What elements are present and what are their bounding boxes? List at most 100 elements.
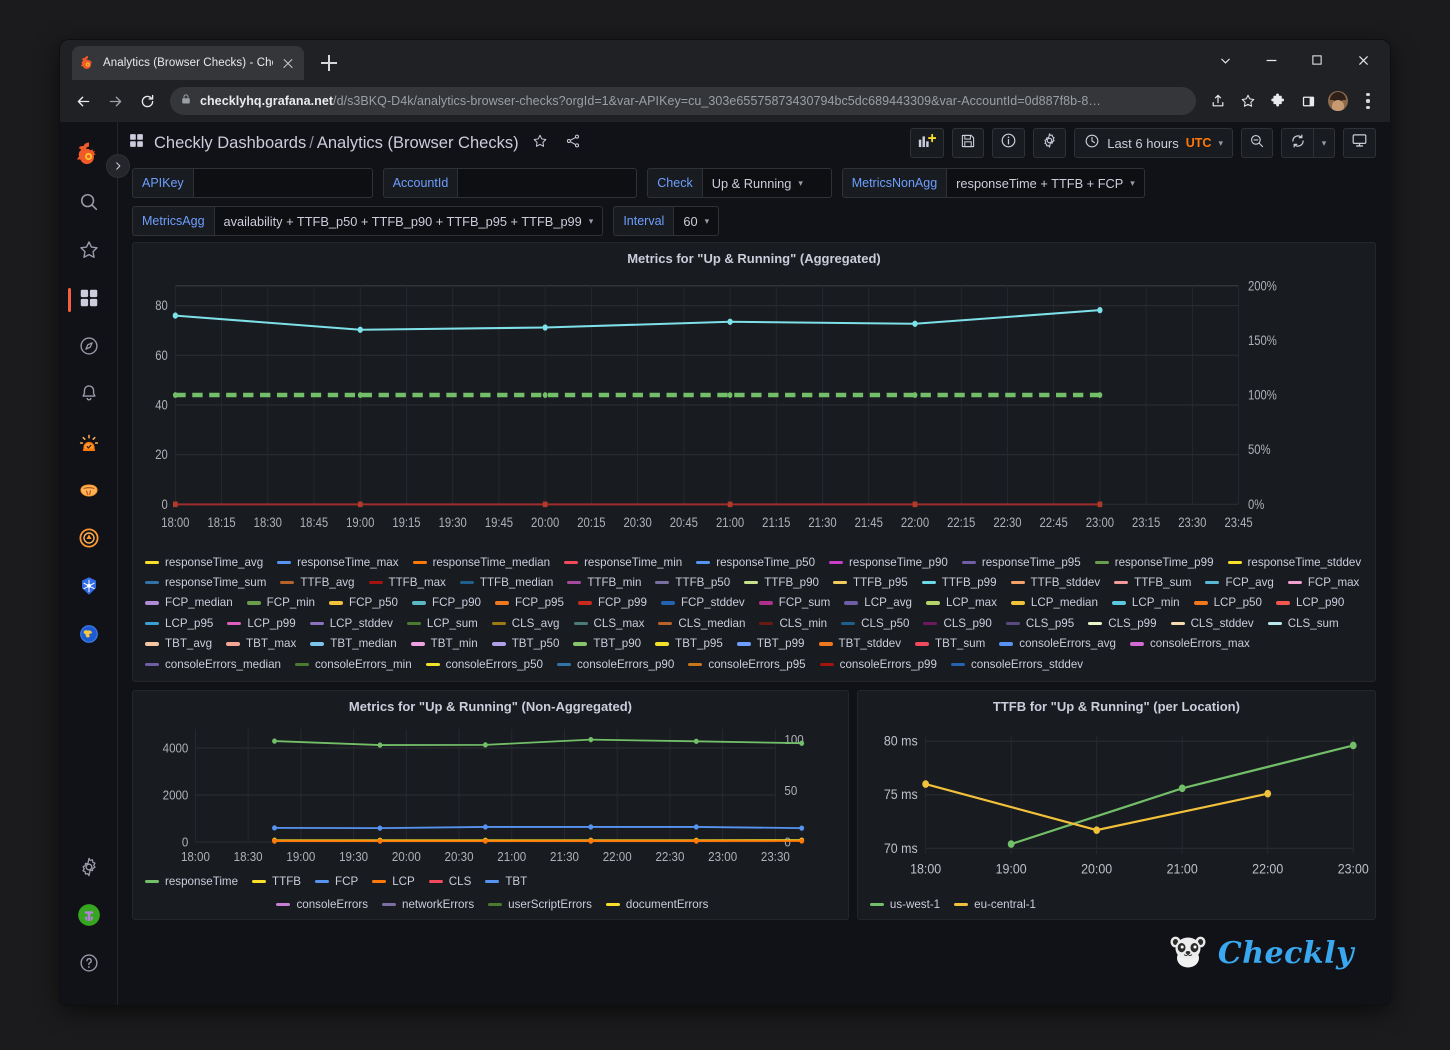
legend-aggregated-item[interactable]: LCP_p99 xyxy=(227,615,296,632)
legend-ttfb-location[interactable]: us-west-1 eu-central-1 xyxy=(858,896,1375,919)
panel-info-button[interactable] xyxy=(992,128,1026,158)
legend-aggregated-item[interactable]: consoleErrors_stddev xyxy=(950,656,1083,673)
expand-nav-chevron-right-icon[interactable] xyxy=(106,154,130,178)
breadcrumb-root[interactable]: Checkly Dashboards xyxy=(154,133,307,152)
legend-aggregated-item[interactable]: FCP_avg xyxy=(1205,574,1274,591)
legend-aggregated-item[interactable]: FCP_p50 xyxy=(329,594,398,611)
legend-aggregated-item[interactable]: consoleErrors_max xyxy=(1129,635,1250,652)
chart-ttfb-location[interactable]: 70 ms 75 ms 80 ms 18:00 19:00 20:00 21:00 22:00… xyxy=(858,718,1375,896)
legend-aggregated-item[interactable]: consoleErrors_min xyxy=(295,656,412,673)
legend-aggregated[interactable]: responseTime_avg responseTime_max response… xyxy=(133,552,1375,681)
legend-non-aggregated-item[interactable]: FCP xyxy=(315,875,358,888)
zoom-out-time-button[interactable] xyxy=(1241,128,1273,158)
legend-aggregated-item[interactable]: CLS_p90 xyxy=(923,615,992,632)
legend-non-aggregated-item[interactable]: CLS xyxy=(428,875,471,888)
legend-aggregated-item[interactable]: consoleErrors_p50 xyxy=(425,656,543,673)
legend-aggregated-item[interactable]: consoleErrors_p99 xyxy=(819,656,937,673)
minimize-icon[interactable] xyxy=(1248,40,1294,80)
maximize-icon[interactable] xyxy=(1294,40,1340,80)
legend-aggregated-item[interactable]: TTFB_stddev xyxy=(1010,574,1100,591)
legend-aggregated-item[interactable]: responseTime_median xyxy=(412,554,550,571)
legend-aggregated-item[interactable]: CLS_stddev xyxy=(1170,615,1254,632)
legend-aggregated-item[interactable]: consoleErrors_avg xyxy=(999,635,1116,652)
legend-aggregated-item[interactable]: FCP_sum xyxy=(758,594,830,611)
legend-aggregated-item[interactable]: CLS_max xyxy=(573,615,644,632)
close-tab-icon[interactable] xyxy=(280,55,296,71)
check-select[interactable]: Up & Running ▾ xyxy=(701,168,832,198)
legend-aggregated-item[interactable]: CLS_min xyxy=(759,615,827,632)
side-panel-icon[interactable] xyxy=(1294,87,1322,115)
sidebar-item-synthetic-monitoring[interactable] xyxy=(60,516,118,564)
legend-aggregated-item[interactable]: TBT_p99 xyxy=(736,635,805,652)
sidebar-item-alerting[interactable] xyxy=(60,372,118,420)
sidebar-item-configuration[interactable] xyxy=(60,845,118,893)
sidebar-item-explore[interactable] xyxy=(60,324,118,372)
legend-aggregated-item[interactable]: LCP_sum xyxy=(406,615,478,632)
favorite-star-icon[interactable] xyxy=(532,133,548,154)
legend-non-aggregated-item[interactable]: TTFB xyxy=(252,875,301,888)
metricsnonagg-select[interactable]: responseTime + TTFB + FCP ▾ xyxy=(946,168,1145,198)
legend-aggregated-item[interactable]: responseTime_stddev xyxy=(1227,554,1361,571)
legend-aggregated-item[interactable]: TBT_min xyxy=(410,635,478,652)
legend-ttfb-location-item[interactable]: us-west-1 xyxy=(869,898,940,911)
reload-icon[interactable] xyxy=(132,86,162,116)
legend-aggregated-item[interactable]: LCP_avg xyxy=(844,594,912,611)
legend-aggregated-item[interactable]: TTFB_sum xyxy=(1114,574,1191,591)
legend-aggregated-item[interactable]: TBT_median xyxy=(310,635,397,652)
legend-non-aggregated-item[interactable]: TBT xyxy=(485,875,527,888)
legend-aggregated-item[interactable]: LCP_max xyxy=(925,594,997,611)
legend-non-aggregated-row2[interactable]: consoleErrors networkErrors userScriptErro… xyxy=(133,896,848,919)
legend-non-aggregated-item[interactable]: consoleErrors xyxy=(276,898,368,911)
legend-aggregated-item[interactable]: responseTime_p95 xyxy=(961,554,1081,571)
extensions-puzzle-icon[interactable] xyxy=(1264,87,1292,115)
apikey-input[interactable] xyxy=(192,168,373,198)
legend-aggregated-item[interactable]: responseTime_max xyxy=(277,554,399,571)
legend-aggregated-item[interactable]: TBT_p90 xyxy=(573,635,641,652)
chart-non-aggregated[interactable]: 0 2000 4000 0 50 100 18:00 18:30 19:00 19:30 20:00… xyxy=(133,718,848,873)
sidebar-item-org-profile[interactable] xyxy=(60,893,118,941)
legend-aggregated-item[interactable]: TTFB_p50 xyxy=(655,574,730,591)
new-tab-button[interactable] xyxy=(318,52,340,74)
legend-aggregated-item[interactable]: CLS_p95 xyxy=(1005,615,1074,632)
time-range-picker[interactable]: Last 6 hours UTC ▾ xyxy=(1074,128,1233,158)
sidebar-item-machine-learning[interactable] xyxy=(60,468,118,516)
accountid-input[interactable] xyxy=(457,168,638,198)
forward-arrow-icon[interactable] xyxy=(100,86,130,116)
legend-aggregated-item[interactable]: LCP_p95 xyxy=(145,615,213,632)
legend-aggregated-item[interactable]: TTFB_avg xyxy=(280,574,355,591)
legend-aggregated-item[interactable]: consoleErrors_p95 xyxy=(688,656,806,673)
legend-non-aggregated-row1[interactable]: responseTime TTFB FCP LCP CLS TBT xyxy=(133,873,848,896)
legend-aggregated-item[interactable]: CLS_p99 xyxy=(1088,615,1157,632)
avatar[interactable] xyxy=(1324,87,1352,115)
interval-select[interactable]: 60 ▾ xyxy=(673,206,720,236)
legend-aggregated-item[interactable]: TBT_sum xyxy=(915,635,985,652)
legend-aggregated-item[interactable]: TBT_avg xyxy=(145,635,212,652)
legend-ttfb-location-item[interactable]: eu-central-1 xyxy=(954,898,1036,911)
legend-aggregated-item[interactable]: TBT_p95 xyxy=(655,635,723,652)
dashboard-settings-button[interactable] xyxy=(1033,128,1067,158)
legend-aggregated-item[interactable]: TTFB_median xyxy=(459,574,553,591)
legend-aggregated-item[interactable]: FCP_min xyxy=(246,594,315,611)
legend-aggregated-item[interactable]: CLS_sum xyxy=(1267,615,1339,632)
legend-aggregated-item[interactable]: LCP_stddev xyxy=(309,615,393,632)
legend-non-aggregated-item[interactable]: userScriptErrors xyxy=(488,898,592,911)
legend-non-aggregated-item[interactable]: networkErrors xyxy=(382,898,474,911)
legend-aggregated-item[interactable]: responseTime_sum xyxy=(145,574,266,591)
legend-aggregated-item[interactable]: LCP_p50 xyxy=(1193,594,1262,611)
sidebar-item-oncall[interactable] xyxy=(60,420,118,468)
legend-aggregated-item[interactable]: FCP_stddev xyxy=(660,594,745,611)
legend-aggregated-item[interactable]: TTFB_p99 xyxy=(921,574,997,591)
kebab-menu-icon[interactable] xyxy=(1354,87,1382,115)
legend-aggregated-item[interactable]: FCP_p95 xyxy=(494,594,564,611)
legend-aggregated-item[interactable]: LCP_median xyxy=(1010,594,1098,611)
metricsagg-select[interactable]: availability + TTFB_p50 + TTFB_p90 + TTF… xyxy=(213,206,604,236)
legend-aggregated-item[interactable]: TBT_stddev xyxy=(818,635,901,652)
legend-aggregated-item[interactable]: FCP_max xyxy=(1287,574,1359,591)
legend-aggregated-item[interactable]: CLS_median xyxy=(658,615,745,632)
legend-aggregated-item[interactable]: responseTime_p90 xyxy=(829,554,948,571)
tab-search-chevron-down-icon[interactable] xyxy=(1202,40,1248,80)
legend-aggregated-item[interactable]: LCP_p90 xyxy=(1275,594,1344,611)
legend-aggregated-item[interactable]: responseTime_p99 xyxy=(1094,554,1214,571)
legend-aggregated-item[interactable]: responseTime_avg xyxy=(145,554,263,571)
share-icon[interactable] xyxy=(1204,87,1232,115)
